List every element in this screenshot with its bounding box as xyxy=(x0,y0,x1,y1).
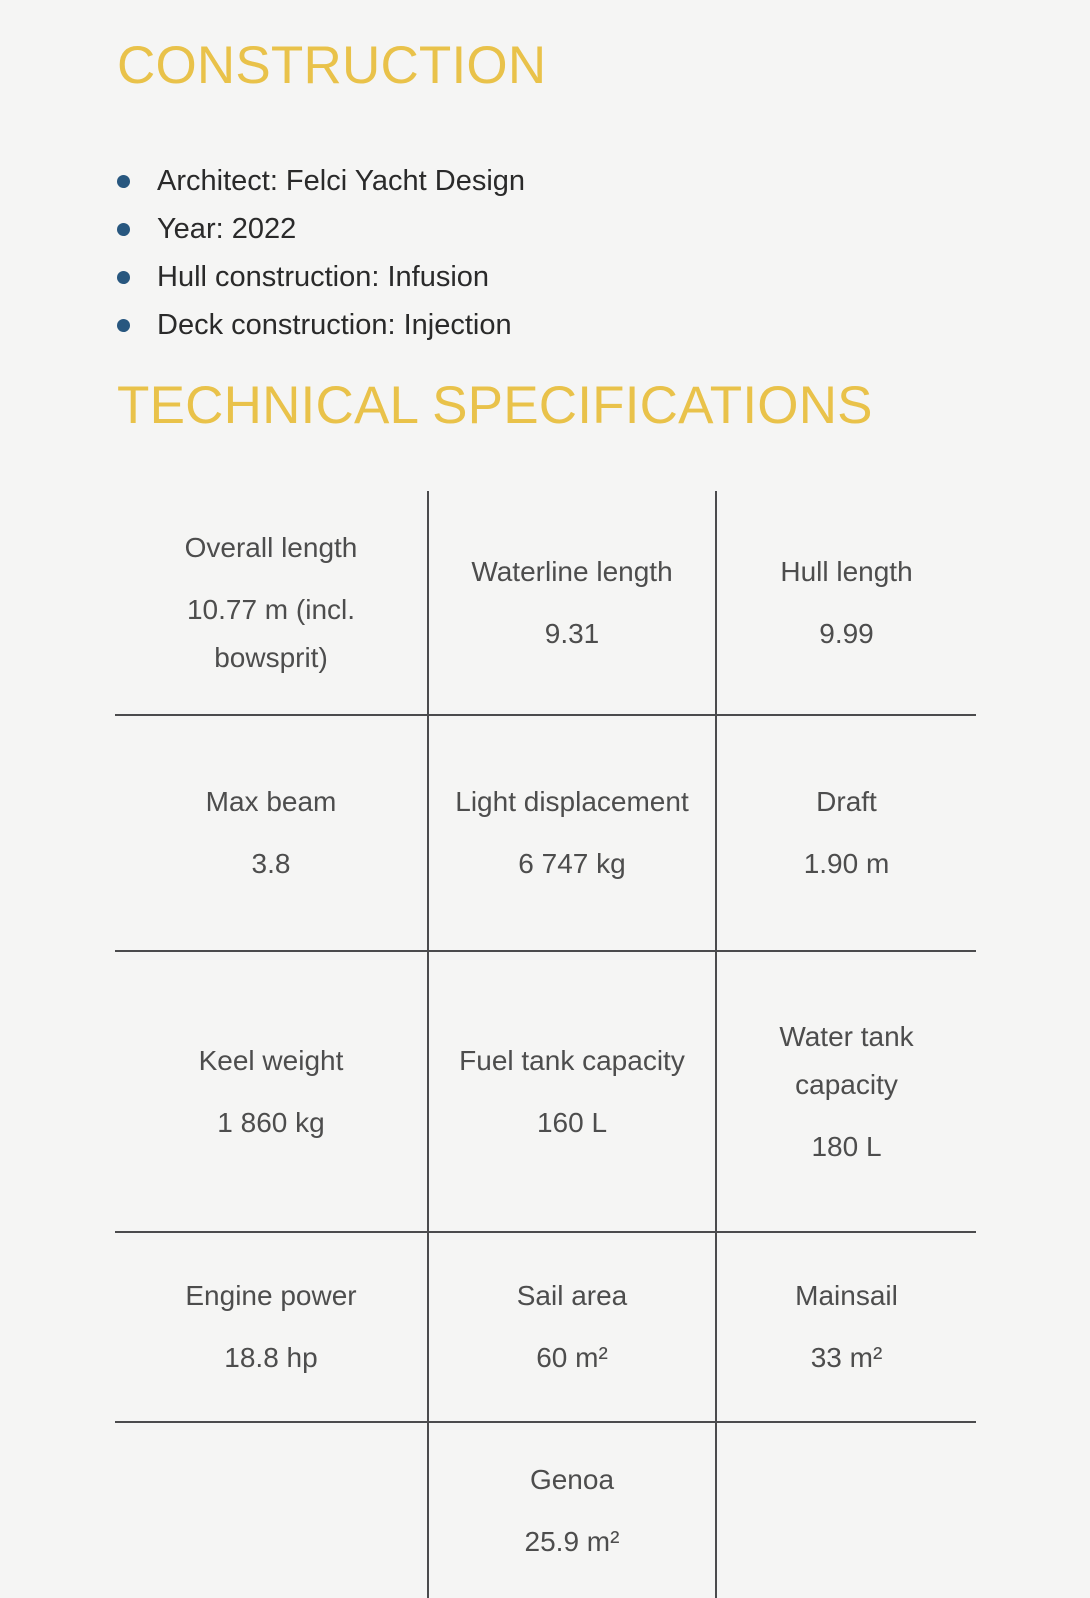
table-cell-light-displacement: Light displacement 6 747 kg xyxy=(428,715,717,952)
cell-label: Engine power xyxy=(185,1280,357,1311)
list-item: Year: 2022 xyxy=(117,205,917,253)
cell-value: 1 860 kg xyxy=(217,1106,325,1138)
cell-label: Light displacement xyxy=(455,786,689,817)
table-cell-water-tank-capacity: Water tank capacity 180 L xyxy=(716,951,976,1233)
page-title-technical-specifications: TECHNICAL SPECIFICATIONS xyxy=(117,376,873,435)
cell-value: 33 m² xyxy=(810,1342,883,1373)
bullet-icon xyxy=(117,175,130,188)
cell-label: Overall length xyxy=(184,531,358,563)
cell-value: 9.99 xyxy=(819,617,874,649)
table-row: Engine power 18.8 hp Sail area 60 m² Mai… xyxy=(115,1232,976,1423)
cell-label: Mainsail xyxy=(795,1280,898,1311)
table-cell-draft: Draft 1.90 m xyxy=(716,715,976,952)
table-cell-genoa: Genoa 25.9 m² xyxy=(428,1422,717,1598)
table-cell-empty-left xyxy=(115,1422,429,1598)
page-title-construction: CONSTRUCTION xyxy=(117,36,547,95)
bullet-icon xyxy=(117,223,130,236)
cell-value: 3.8 xyxy=(251,848,291,879)
table-cell-mainsail: Mainsail 33 m² xyxy=(716,1232,976,1423)
technical-specifications-table: Overall length 10.77 m (incl. bowsprit) … xyxy=(115,491,976,1598)
table-cell-waterline-length: Waterline length 9.31 xyxy=(428,491,717,716)
cell-value: 160 L xyxy=(536,1106,608,1138)
cell-label: Water tank capacity xyxy=(779,1020,914,1100)
table-cell-overall-length: Overall length 10.77 m (incl. bowsprit) xyxy=(115,491,429,716)
spec-sheet-page: CONSTRUCTION Architect: Felci Yacht Desi… xyxy=(115,36,976,1598)
construction-list: Architect: Felci Yacht Design Year: 2022… xyxy=(117,157,917,349)
table-row: Max beam 3.8 Light displacement 6 747 kg… xyxy=(115,715,976,952)
table-row: Overall length 10.77 m (incl. bowsprit) … xyxy=(115,491,976,716)
cell-label: Draft xyxy=(816,786,877,817)
cell-value: 6 747 kg xyxy=(518,848,626,879)
list-item: Deck construction: Injection xyxy=(117,301,917,349)
table-row: Genoa 25.9 m² xyxy=(115,1422,976,1598)
cell-label: Waterline length xyxy=(471,555,673,587)
table-row: Keel weight 1 860 kg Fuel tank capacity … xyxy=(115,951,976,1233)
table-cell-keel-weight: Keel weight 1 860 kg xyxy=(115,951,429,1233)
list-item-label: Hull construction: Infusion xyxy=(157,261,490,293)
cell-label: Sail area xyxy=(516,1280,628,1311)
cell-value: 60 m² xyxy=(536,1342,608,1373)
cell-label: Max beam xyxy=(205,786,337,817)
list-item: Architect: Felci Yacht Design xyxy=(117,157,917,205)
table-cell-engine-power: Engine power 18.8 hp xyxy=(115,1232,429,1423)
bullet-icon xyxy=(117,271,130,284)
table-cell-max-beam: Max beam 3.8 xyxy=(115,715,429,952)
cell-value: 25.9 m² xyxy=(524,1525,620,1557)
table-cell-fuel-tank-capacity: Fuel tank capacity 160 L xyxy=(428,951,717,1233)
cell-value: 180 L xyxy=(811,1130,882,1162)
table-cell-hull-length: Hull length 9.99 xyxy=(716,491,976,716)
cell-value: 10.77 m (incl. bowsprit) xyxy=(186,593,356,673)
list-item-label: Year: 2022 xyxy=(157,213,297,245)
cell-label: Genoa xyxy=(529,1463,615,1495)
bullet-icon xyxy=(117,319,130,332)
list-item-label: Deck construction: Injection xyxy=(157,309,512,341)
list-item: Hull construction: Infusion xyxy=(117,253,917,301)
table-cell-empty-right xyxy=(716,1422,976,1598)
cell-label: Fuel tank capacity xyxy=(459,1044,685,1076)
cell-value: 9.31 xyxy=(544,617,600,649)
cell-label: Keel weight xyxy=(198,1044,344,1076)
table-cell-sail-area: Sail area 60 m² xyxy=(428,1232,717,1423)
list-item-label: Architect: Felci Yacht Design xyxy=(157,165,526,197)
cell-value: 1.90 m xyxy=(803,848,890,879)
cell-label: Hull length xyxy=(780,555,913,587)
cell-value: 18.8 hp xyxy=(224,1342,318,1373)
